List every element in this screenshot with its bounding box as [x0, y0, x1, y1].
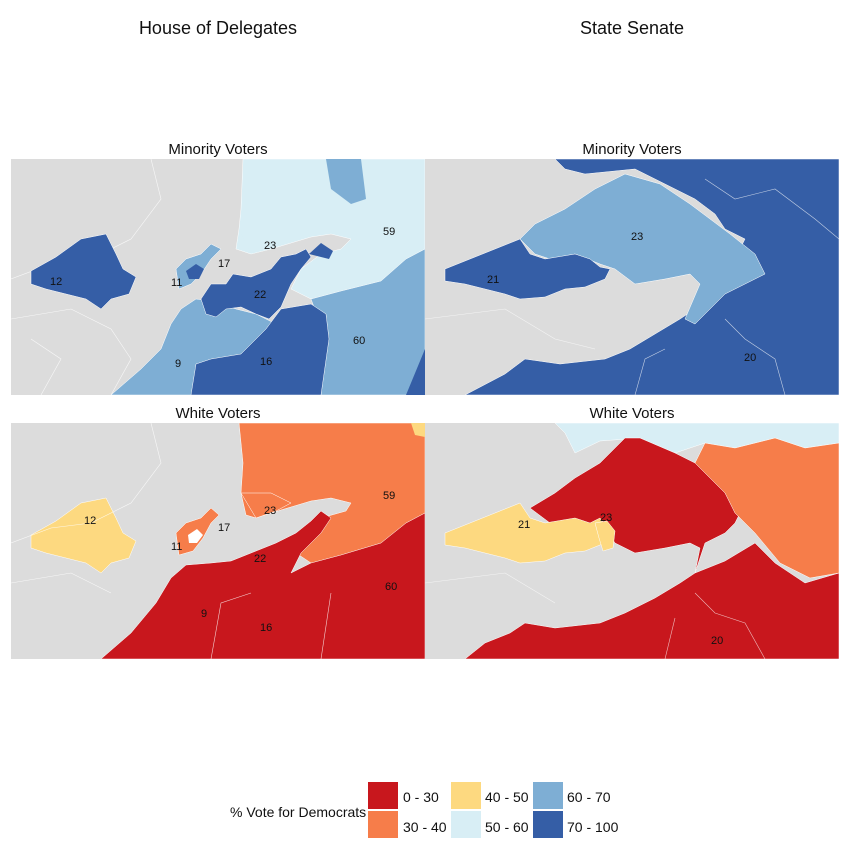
house-white-district-60	[100, 510, 425, 659]
house-minority-panel-title: Minority Voters	[168, 141, 268, 158]
house-white-map: 12 11 17 23 22 59 60 9 16	[11, 423, 425, 659]
house-minority-district-22	[200, 248, 312, 320]
senate-white-district-20	[464, 437, 839, 659]
label-23: 23	[631, 231, 643, 243]
house-white-district-12	[30, 497, 137, 574]
label-22: 22	[254, 553, 266, 565]
label-17: 17	[218, 522, 230, 534]
house-minority-district-12	[30, 233, 137, 310]
label-11: 11	[171, 541, 182, 553]
label-22: 22	[254, 289, 266, 301]
label-60: 60	[385, 581, 397, 593]
label-23: 23	[264, 505, 276, 517]
house-white-labels: 12 11 17 23 22 59 60 9 16	[84, 490, 397, 634]
house-of-delegates-title: House of Delegates	[138, 18, 298, 38]
label-21: 21	[518, 519, 530, 531]
senate-minority-panel-title: Minority Voters	[582, 141, 682, 158]
house-minority-map: 12 11 17 23 22 59 60 9 16	[11, 159, 425, 395]
label-20: 20	[711, 635, 723, 647]
legend-swatch-50-60	[451, 811, 481, 838]
label-23: 23	[264, 240, 276, 252]
legend-swatch-70-100	[533, 811, 563, 838]
house-white-panel-title: White Voters	[175, 405, 261, 422]
label-9: 9	[175, 358, 181, 370]
senate-minority-labels: 23 21 20	[487, 231, 756, 364]
label-59: 59	[383, 490, 395, 502]
legend-label-40-50: 40 - 50	[485, 789, 529, 805]
label-59: 59	[383, 226, 395, 238]
legend-swatch-0-30	[368, 782, 398, 809]
house-minority-district-16	[190, 303, 330, 395]
label-11: 11	[171, 277, 182, 289]
legend-label-30-40: 30 - 40	[403, 819, 447, 835]
label-23: 23	[600, 512, 612, 524]
legend-label-0-30: 0 - 30	[403, 789, 439, 805]
house-minority-labels: 12 11 17 23 22 59 60 9 16	[50, 226, 395, 370]
senate-minority-district-23	[519, 173, 766, 325]
legend-swatch-30-40	[368, 811, 398, 838]
senate-minority-district-21	[444, 238, 611, 300]
label-16: 16	[260, 622, 272, 634]
legend-swatch-60-70	[533, 782, 563, 809]
legend-label-70-100: 70 - 100	[567, 819, 619, 835]
house-white-district-23	[240, 492, 292, 519]
senate-white-panel-title: White Voters	[589, 405, 675, 422]
legend-label-50-60: 50 - 60	[485, 819, 529, 835]
legend-title: % Vote for Democrats	[230, 804, 367, 820]
label-12: 12	[84, 515, 96, 527]
senate-white-map: 21 23 20	[425, 423, 839, 659]
senate-minority-map: 23 21 20	[425, 159, 839, 395]
label-9: 9	[201, 608, 207, 620]
label-16: 16	[260, 356, 272, 368]
senate-white-labels: 21 23 20	[518, 512, 723, 647]
label-60: 60	[353, 335, 365, 347]
label-17: 17	[218, 258, 230, 270]
house-minority-district-23	[239, 229, 291, 254]
legend-swatch-40-50	[451, 782, 481, 809]
legend: % Vote for Democrats 0 - 30 30 - 40 40 -…	[230, 782, 660, 842]
label-12: 12	[50, 276, 62, 288]
label-20: 20	[744, 352, 756, 364]
legend-label-60-70: 60 - 70	[567, 789, 611, 805]
state-senate-title: State Senate	[579, 18, 685, 38]
senate-white-district-23	[594, 520, 616, 552]
label-21: 21	[487, 274, 499, 286]
